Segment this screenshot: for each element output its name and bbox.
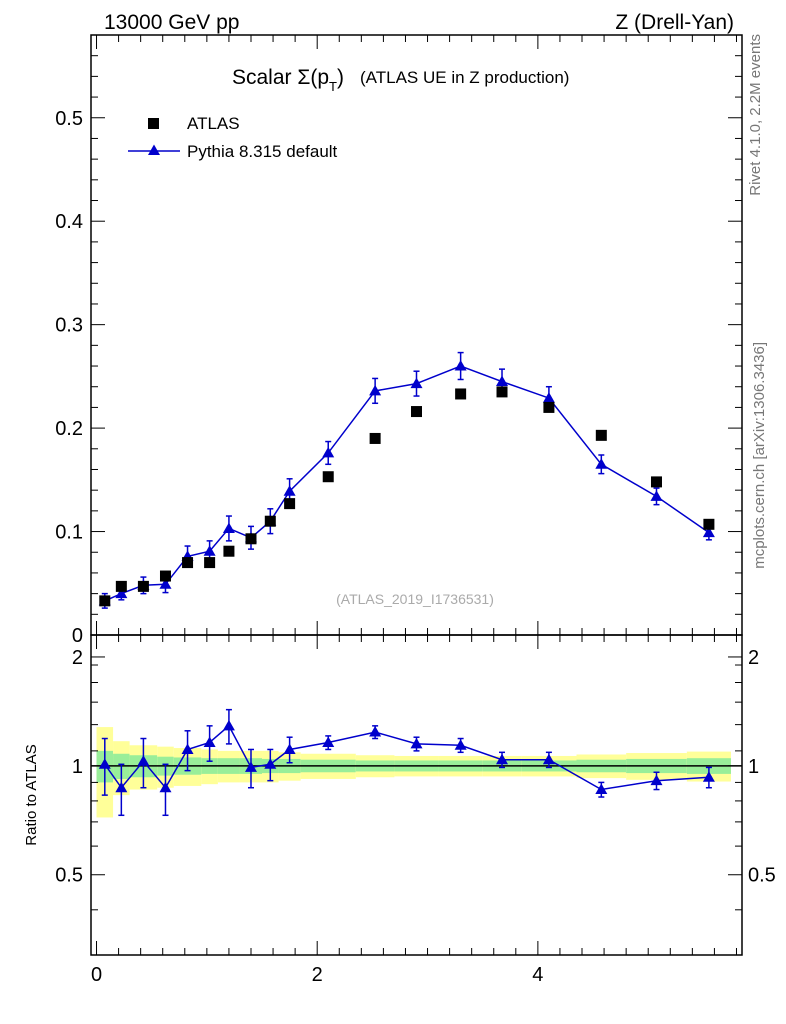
mc-point xyxy=(410,377,423,389)
atlas-point xyxy=(99,595,111,607)
mc-point xyxy=(542,392,555,403)
ratio-mc-point xyxy=(369,726,382,737)
ratio-mc-point xyxy=(264,758,277,769)
main-y-tick-label: 0.1 xyxy=(55,522,83,544)
ratio-mc-series xyxy=(98,708,715,817)
legend: ATLAS Pythia 8.315 default xyxy=(128,114,338,161)
ratio-ylabel: Ratio to ATLAS xyxy=(23,744,40,845)
header-right: Z (Drell-Yan) xyxy=(615,11,734,34)
ratio-mc-point xyxy=(410,737,423,749)
mc-point xyxy=(595,458,608,469)
ratio-y-tick-label-right: 1 xyxy=(748,756,759,778)
atlas-point xyxy=(650,476,662,488)
atlas-point xyxy=(595,429,607,441)
ratio-mc-point xyxy=(650,774,663,786)
legend-mc-label: Pythia 8.315 default xyxy=(187,142,338,161)
ratio-mc-point xyxy=(159,781,172,793)
rivet-label: Rivet 4.1.0, 2.2M events xyxy=(747,34,764,196)
atlas-point xyxy=(115,580,127,592)
ratio-mc-point xyxy=(283,743,296,754)
mc-point xyxy=(322,446,335,458)
atlas-point xyxy=(411,406,422,418)
atlas-point xyxy=(159,570,171,582)
mc-point xyxy=(222,522,235,533)
ratio-mc-point xyxy=(181,743,194,754)
mc-point xyxy=(650,490,663,501)
atlas-point xyxy=(204,557,216,569)
header-left: 13000 GeV pp xyxy=(104,11,239,34)
ratio-mc-point xyxy=(595,783,608,795)
ratio-mc-point xyxy=(137,755,150,766)
ratio-mc-point xyxy=(702,771,715,782)
atlas-point xyxy=(264,515,276,527)
ratio-x-tick-labels: 0 2 4 xyxy=(91,964,543,986)
atlas-point xyxy=(137,580,149,592)
main-panel: 0 0.1 0.2 0.3 0.4 0.5 Scalar Σ(pT) (ATLAS UE … xyxy=(55,34,743,647)
main-y-tick-label: 0 xyxy=(72,625,83,647)
mc-point xyxy=(115,587,128,599)
main-y-tick-label: 0.3 xyxy=(55,315,83,337)
atlas-point xyxy=(245,533,257,545)
watermark: (ATLAS_2019_I1736531) xyxy=(336,591,494,607)
ratio-frame xyxy=(90,634,743,956)
ratio-mc-point xyxy=(98,758,111,769)
mc-point xyxy=(283,485,296,496)
atlas-point xyxy=(369,432,381,444)
atlas-point xyxy=(182,557,194,569)
mc-line xyxy=(104,365,710,602)
ratio-panel: 0.5 0.5 1 1 2 2 0 2 4 Ratio to ATLAS xyxy=(23,634,776,986)
ratio-mc-point xyxy=(222,719,235,731)
ratio-y-tick-label-left: 2 xyxy=(72,647,83,669)
legend-atlas-label: ATLAS xyxy=(187,114,240,133)
ratio-x-tick-label: 4 xyxy=(532,964,543,986)
main-y-tick-label: 0.4 xyxy=(55,211,83,233)
main-title: Scalar Σ(pT) xyxy=(232,66,344,94)
atlas-point xyxy=(284,498,296,510)
ratio-mc-point xyxy=(203,736,216,748)
ratio-mc-point xyxy=(496,753,509,765)
title-close: ) xyxy=(337,66,344,89)
ratio-mc-point xyxy=(244,761,257,772)
mcplots-label: mcplots.cern.ch [arXiv:1306.3436] xyxy=(751,342,768,569)
ratio-mc-point xyxy=(454,739,467,750)
title-sigma: Σ(p xyxy=(297,66,329,89)
mc-series xyxy=(98,351,715,609)
ratio-x-tick-label: 2 xyxy=(312,964,323,986)
mc-point xyxy=(159,578,172,589)
main-y-tick-labels: 0 0.1 0.2 0.3 0.4 0.5 xyxy=(55,108,83,647)
mc-point xyxy=(702,526,715,538)
ratio-y-tick-label-left: 1 xyxy=(72,756,83,778)
main-y-tick-label: 0.2 xyxy=(55,418,83,440)
mc-point xyxy=(203,545,216,556)
data-series xyxy=(99,386,715,607)
ratio-y-tick-labels: 0.5 0.5 1 1 2 2 xyxy=(55,647,776,887)
atlas-point xyxy=(496,386,508,398)
legend-mc-marker xyxy=(148,144,160,155)
mc-point xyxy=(496,375,509,387)
ratio-y-tick-label-right: 0.5 xyxy=(748,865,776,887)
legend-atlas-marker xyxy=(148,118,159,129)
ratio-mc-point xyxy=(115,781,128,793)
ratio-mc-point xyxy=(322,736,335,748)
ratio-ticks xyxy=(91,635,742,955)
title-prefix: Scalar xyxy=(232,66,297,89)
atlas-point xyxy=(543,401,555,413)
main-ticks xyxy=(91,34,742,636)
atlas-point xyxy=(223,545,235,557)
title-sub: T xyxy=(329,79,337,94)
mc-point xyxy=(369,384,382,396)
title-suffix: (ATLAS UE in Z production) xyxy=(360,68,569,87)
ratio-x-tick-label: 0 xyxy=(91,964,102,986)
atlas-point xyxy=(455,388,467,400)
atlas-point xyxy=(322,471,334,483)
mc-point xyxy=(454,360,467,371)
main-y-tick-label: 0.5 xyxy=(55,108,83,130)
ratio-uncertainty-bands xyxy=(96,727,731,818)
ratio-mc-point xyxy=(542,753,555,765)
ratio-y-tick-label-right: 2 xyxy=(748,647,759,669)
ratio-y-tick-label-left: 0.5 xyxy=(55,865,83,887)
atlas-point xyxy=(703,518,715,530)
